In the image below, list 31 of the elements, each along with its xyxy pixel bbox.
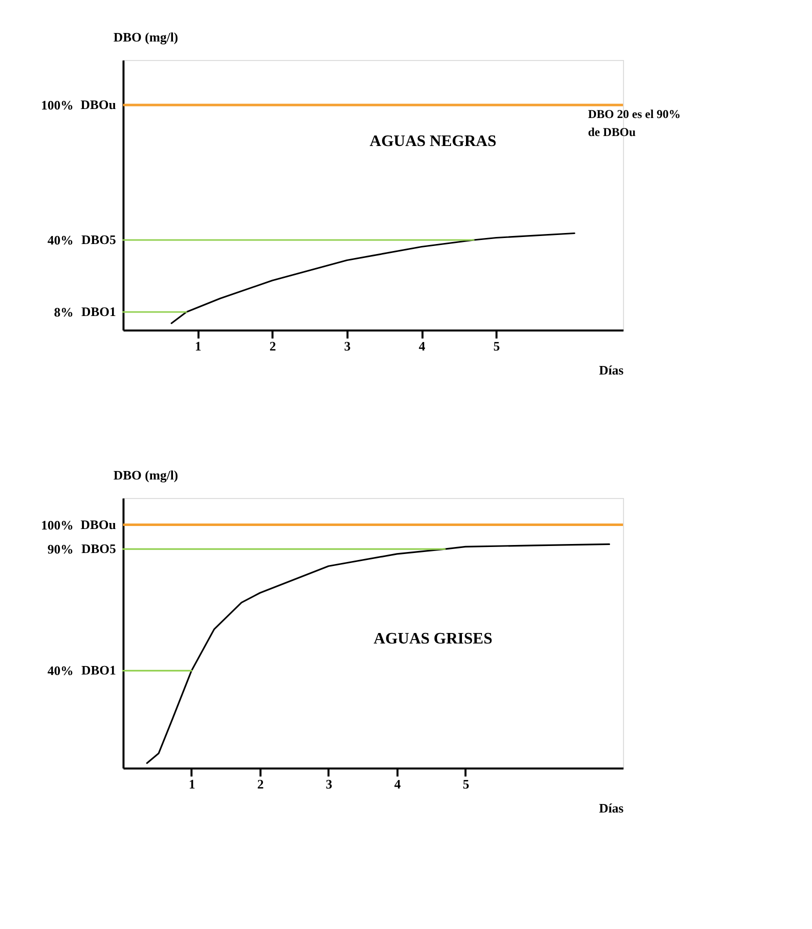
x-tick-label: 2 [270,338,276,354]
x-tick-label: 3 [326,776,333,792]
annotation: AGUAS NEGRAS [370,133,496,150]
y-tick-label: 100% [41,517,74,532]
y-axis-title: DBO (mg/l) [114,30,178,44]
text: DBO1 [81,304,116,319]
x-tick-label: 3 [344,338,352,354]
text: DBOu [80,516,116,532]
y-tick-label: 8% [54,304,74,320]
x-axis-title: Días [598,362,624,378]
text: DBO5 [81,232,116,247]
line-series [170,232,576,324]
y-tick-label: 40% [48,232,74,248]
x-tick-label: 1 [194,338,202,354]
x-tick-label: 4 [418,338,426,354]
x-tick-label: 4 [394,776,402,792]
x-tick-label: 1 [188,776,196,792]
annotation: AGUAS GRISES [374,630,492,648]
y-tick-label: 100% [41,98,74,112]
text: DBO1 [81,662,116,678]
text: DBOu [80,97,116,112]
y-axis-title: DBO (mg/l) [114,468,178,482]
annotation: DBO 20 es el 90% de DBOu [588,107,681,139]
x-axis-title: Días [598,800,624,816]
line-series [146,543,610,764]
y-tick-label: 90% [48,542,74,557]
x-tick-label: 2 [257,776,264,792]
text: DBO5 [81,541,116,556]
y-tick-label: 40% [48,663,74,678]
x-tick-label: 5 [462,776,470,792]
x-tick-label: 5 [493,338,500,354]
